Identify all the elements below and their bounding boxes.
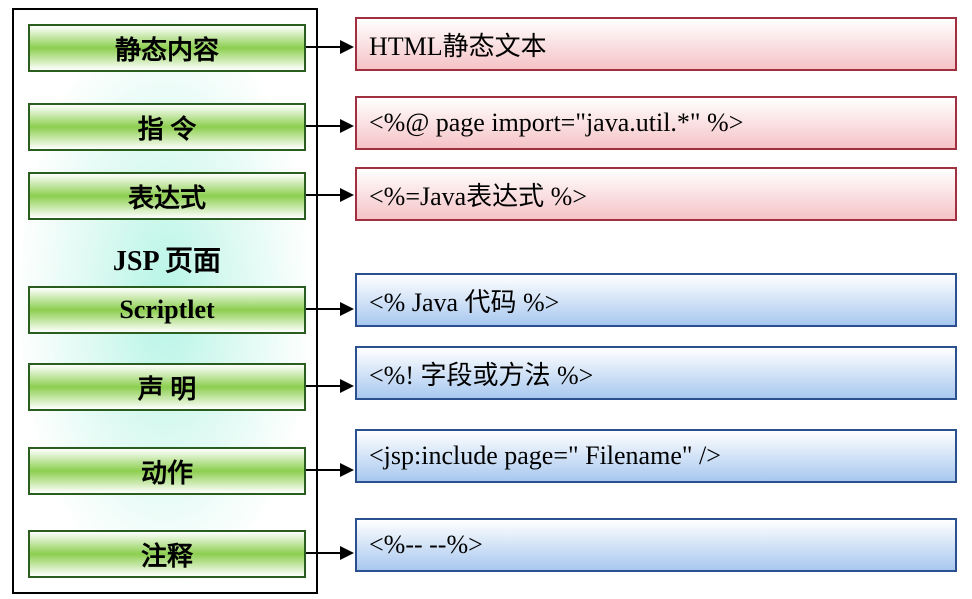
jsp-title: JSP 页面 [28,239,306,279]
right-label: <% Java 代码 %> [369,282,559,319]
arrow-scriptlet [306,308,352,310]
right-box-scriptlet: <% Java 代码 %> [355,273,957,327]
right-label: HTML静态文本 [369,26,547,63]
left-box-declaration: 声 明 [28,363,306,411]
left-box-scriptlet: Scriptlet [28,286,306,334]
left-label: 声 明 [138,369,197,406]
left-box-action: 动作 [28,447,306,495]
left-box-directive: 指 令 [28,103,306,151]
left-box-comment: 注释 [28,530,306,578]
right-label: <jsp:include page=" Filename" /> [369,441,721,471]
arrow-expression [306,194,352,196]
right-label: <%-- --%> [369,530,483,560]
right-box-declaration: <%! 字段或方法 %> [355,346,957,400]
arrow-declaration [306,385,352,387]
left-label: Scriptlet [119,295,214,325]
right-label: <%! 字段或方法 %> [369,355,593,392]
arrow-directive [306,125,352,127]
right-box-comment: <%-- --%> [355,518,957,572]
right-box-directive: <%@ page import="java.util.*" %> [355,96,957,150]
jsp-container: 静态内容 指 令 表达式 JSP 页面 Scriptlet 声 明 动作 注释 [12,8,318,594]
right-box-expression: <%=Java表达式 %> [355,167,957,221]
left-label: 表达式 [128,178,206,215]
left-label: 指 令 [138,109,197,146]
left-label: 注释 [141,536,193,573]
left-box-expression: 表达式 [28,172,306,220]
arrow-comment [306,552,352,554]
arrow-static [306,46,352,48]
left-label: 动作 [141,453,193,490]
right-box-static: HTML静态文本 [355,17,957,71]
right-label: <%@ page import="java.util.*" %> [369,108,743,138]
arrow-action [306,469,352,471]
left-box-static: 静态内容 [28,24,306,72]
right-box-action: <jsp:include page=" Filename" /> [355,429,957,483]
title-text: JSP 页面 [113,246,221,277]
left-label: 静态内容 [115,30,219,67]
right-label: <%=Java表达式 %> [369,176,587,213]
